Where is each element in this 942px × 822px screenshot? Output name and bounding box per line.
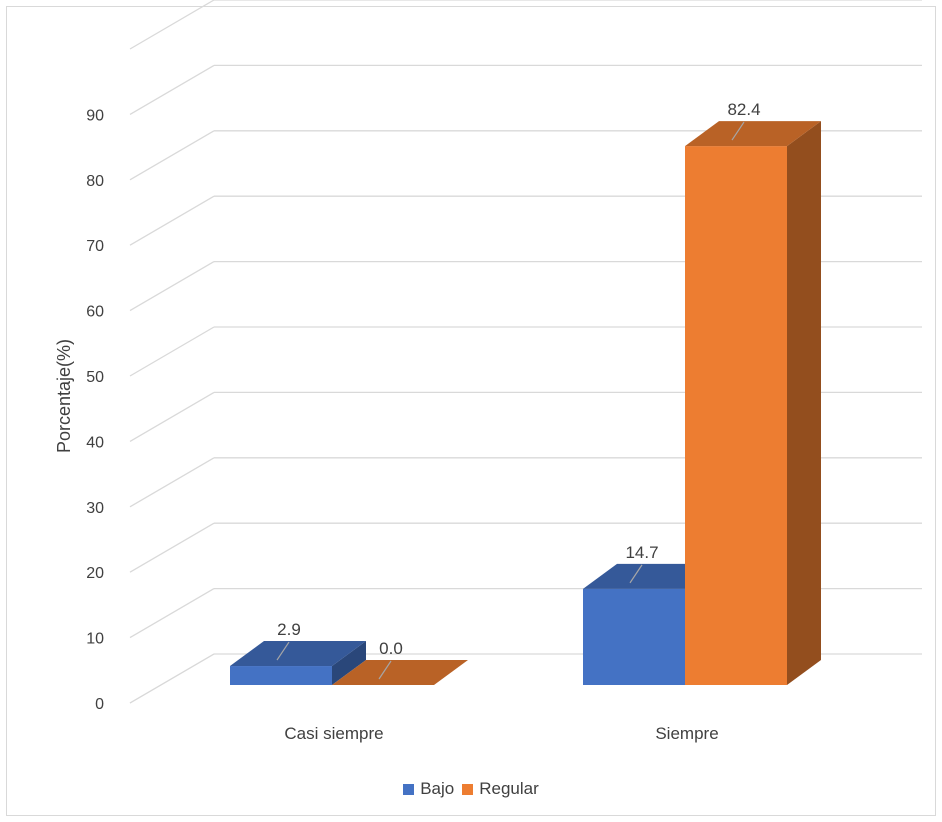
gridline-diagonal	[129, 195, 215, 246]
data-label-leader	[378, 660, 392, 680]
bar-front-face	[583, 588, 685, 685]
gridline-diagonal	[129, 391, 215, 442]
gridline-diagonal	[129, 261, 215, 312]
y-tick-label: 20	[86, 565, 104, 582]
bar-regular: 0.0	[332, 639, 468, 685]
data-label-leader	[731, 121, 745, 141]
y-tick-label: 30	[86, 500, 104, 517]
gridline-diagonal	[129, 130, 215, 181]
y-tick-label: 80	[86, 173, 104, 190]
legend-item-bajo: Bajo	[403, 779, 454, 799]
data-label-leader	[629, 564, 643, 584]
bar-top-face	[685, 121, 821, 147]
y-tick-label: 10	[86, 631, 104, 648]
bar-top-face	[230, 641, 366, 667]
y-tick-label: 70	[86, 238, 104, 255]
y-axis-title: Porcentaje(%)	[54, 339, 74, 453]
legend-item-regular: Regular	[462, 779, 539, 799]
x-category-label: Siempre	[655, 724, 718, 743]
data-label: 82.4	[727, 100, 760, 119]
bar-front-face	[685, 146, 787, 685]
gridline-diagonal	[129, 588, 215, 639]
bars: 2.9 0.0 14.7 82.4	[230, 100, 821, 685]
y-tick-label: 60	[86, 304, 104, 321]
data-label: 14.7	[625, 543, 658, 562]
legend-label: Bajo	[420, 779, 455, 798]
bar-side-face	[787, 121, 821, 685]
y-tick-label: 40	[86, 434, 104, 451]
x-axis-categories: Casi siempre Siempre	[284, 724, 718, 743]
legend: Bajo Regular	[0, 779, 942, 800]
gridline-diagonal	[129, 64, 215, 115]
bar-side-face	[332, 641, 366, 685]
legend-swatch	[462, 783, 474, 795]
bar-bajo: 2.9	[230, 620, 366, 685]
data-label: 0.0	[379, 639, 403, 658]
gridline-diagonal	[129, 522, 215, 573]
gridline-diagonal	[129, 457, 215, 508]
bar-top-face	[332, 660, 468, 685]
bar-regular: 82.4	[685, 100, 821, 685]
y-tick-label: 0	[95, 696, 104, 713]
data-label: 2.9	[277, 620, 301, 639]
data-label-leader	[276, 641, 290, 661]
y-axis-ticks: 0 10 20 30 40 50 60 70 80 90	[86, 107, 104, 713]
y-tick-label: 50	[86, 369, 104, 386]
bar-front-face	[230, 666, 332, 685]
legend-label: Regular	[479, 779, 539, 798]
gridline-diagonal	[129, 653, 215, 704]
gridline-diagonal	[129, 326, 215, 377]
gridline-diagonal	[129, 0, 215, 50]
legend-swatch	[403, 783, 415, 795]
y-tick-label: 90	[86, 107, 104, 124]
x-category-label: Casi siempre	[284, 724, 383, 743]
